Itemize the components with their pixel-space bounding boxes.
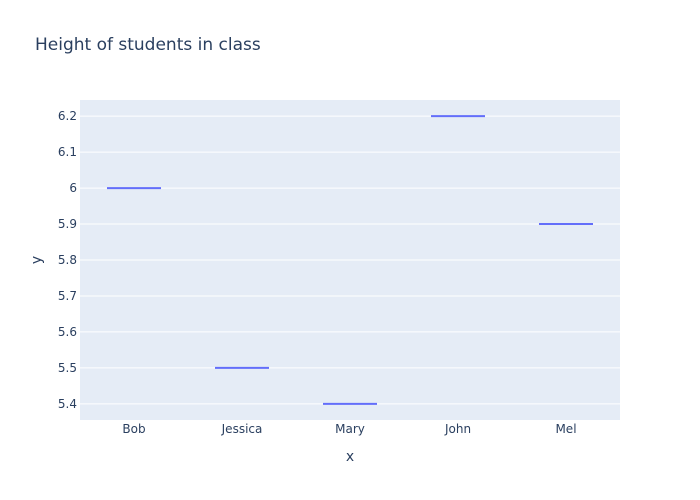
x-tick-label: Jessica <box>221 422 263 436</box>
x-tick-labels: Bob Jessica Mary John Mel <box>122 422 576 436</box>
x-tick-label: John <box>444 422 471 436</box>
y-tick-label: 5.4 <box>58 397 77 411</box>
y-tick-label: 5.8 <box>58 253 77 267</box>
x-tick-label: Bob <box>122 422 145 436</box>
y-tick-label: 5.9 <box>58 217 77 231</box>
x-tick-label: Mary <box>335 422 365 436</box>
y-tick-label: 5.5 <box>58 361 77 375</box>
y-tick-label: 6.2 <box>58 109 77 123</box>
x-tick-label: Mel <box>555 422 576 436</box>
chart-title: Height of students in class <box>35 35 261 55</box>
x-axis-label: x <box>346 449 354 465</box>
data-marks <box>107 115 593 405</box>
y-tick-label: 5.6 <box>58 325 77 339</box>
y-tick-label: 6.1 <box>58 145 77 159</box>
y-axis-label: y <box>29 256 45 264</box>
y-tick-label: 5.7 <box>58 289 77 303</box>
y-tick-labels: 5.4 5.5 5.6 5.7 5.8 5.9 6 6.1 6.2 <box>58 109 77 411</box>
y-tick-label: 6 <box>69 181 77 195</box>
grid-lines <box>80 115 620 405</box>
